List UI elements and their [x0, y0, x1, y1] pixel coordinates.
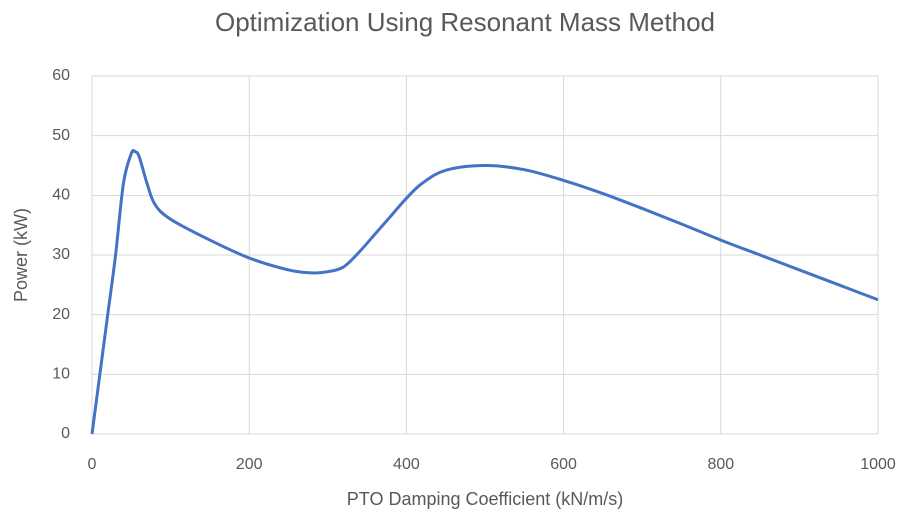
x-tick-label: 1000: [860, 456, 896, 473]
x-tick-label: 800: [707, 456, 734, 473]
x-axis-title: PTO Damping Coefficient (kN/m/s): [347, 489, 623, 509]
y-tick-label: 60: [52, 67, 70, 84]
y-tick-label: 50: [52, 127, 70, 144]
x-tick-label: 600: [550, 456, 577, 473]
y-tick-label: 40: [52, 187, 70, 204]
y-axis-title: Power (kW): [11, 208, 31, 302]
chart-title: Optimization Using Resonant Mass Method: [215, 7, 715, 37]
y-tick-label: 20: [52, 306, 70, 323]
y-tick-label: 0: [61, 425, 70, 442]
data-line: [90, 149, 879, 435]
y-tick-label: 30: [52, 246, 70, 263]
x-tick-label: 0: [88, 456, 97, 473]
x-tick-label: 200: [236, 456, 263, 473]
x-tick-label: 400: [393, 456, 420, 473]
y-tick-label: 10: [52, 366, 70, 383]
